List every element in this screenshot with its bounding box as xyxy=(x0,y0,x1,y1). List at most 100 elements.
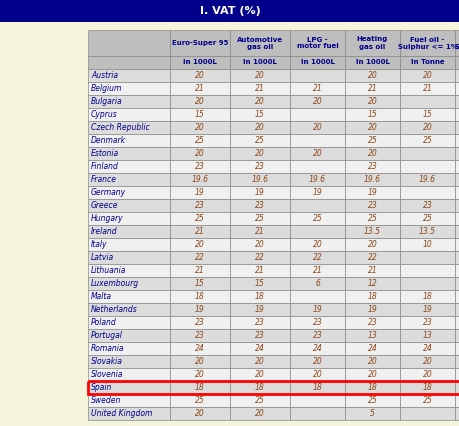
Text: 21: 21 xyxy=(255,84,264,93)
Text: 6: 6 xyxy=(314,279,319,288)
Text: 15: 15 xyxy=(195,110,204,119)
Text: 23: 23 xyxy=(312,331,322,340)
Bar xyxy=(88,290,170,303)
Bar xyxy=(88,407,170,420)
Text: 12: 12 xyxy=(367,279,376,288)
Text: 19: 19 xyxy=(422,305,431,314)
Text: 25: 25 xyxy=(255,214,264,223)
Text: 21: 21 xyxy=(255,266,264,275)
Text: 24: 24 xyxy=(422,344,431,353)
Bar xyxy=(170,342,230,355)
Text: 22: 22 xyxy=(312,253,322,262)
Text: 10: 10 xyxy=(422,240,431,249)
Bar xyxy=(454,56,459,69)
Bar xyxy=(454,394,459,407)
Bar xyxy=(344,173,399,186)
Text: 20: 20 xyxy=(255,409,264,418)
Bar xyxy=(344,303,399,316)
Bar xyxy=(230,108,289,121)
Bar xyxy=(230,303,289,316)
Text: 25: 25 xyxy=(367,214,376,223)
Bar xyxy=(454,381,459,394)
Text: 15: 15 xyxy=(367,110,376,119)
Bar xyxy=(289,303,344,316)
Text: 13: 13 xyxy=(367,331,376,340)
Text: 15: 15 xyxy=(255,279,264,288)
Bar xyxy=(399,121,454,134)
Text: 23: 23 xyxy=(195,201,204,210)
Bar xyxy=(230,238,289,251)
Text: 19: 19 xyxy=(367,305,376,314)
Bar xyxy=(289,134,344,147)
Bar xyxy=(88,277,170,290)
Bar xyxy=(88,160,170,173)
Text: 23: 23 xyxy=(255,318,264,327)
Text: 19.6: 19.6 xyxy=(363,175,380,184)
Text: 20: 20 xyxy=(255,357,264,366)
Bar xyxy=(344,329,399,342)
Text: 19: 19 xyxy=(255,305,264,314)
Bar xyxy=(230,264,289,277)
Bar xyxy=(170,355,230,368)
Bar xyxy=(230,290,289,303)
Bar xyxy=(399,355,454,368)
Bar xyxy=(230,407,289,420)
Text: 19: 19 xyxy=(367,188,376,197)
Text: I. VAT (%): I. VAT (%) xyxy=(199,6,260,16)
Bar xyxy=(289,147,344,160)
Text: 25: 25 xyxy=(195,136,204,145)
Bar xyxy=(170,225,230,238)
Text: 25: 25 xyxy=(422,214,431,223)
Text: Hungary: Hungary xyxy=(91,214,123,223)
Bar xyxy=(454,69,459,82)
Bar xyxy=(289,69,344,82)
Bar xyxy=(289,238,344,251)
Bar xyxy=(344,30,399,56)
Text: 25: 25 xyxy=(195,396,204,405)
Text: 18: 18 xyxy=(422,383,431,392)
Text: In 1000L: In 1000L xyxy=(183,60,217,66)
Bar xyxy=(344,368,399,381)
Text: 19.6: 19.6 xyxy=(251,175,268,184)
Bar xyxy=(289,173,344,186)
Text: 24: 24 xyxy=(195,344,204,353)
Bar xyxy=(88,381,170,394)
Text: 13: 13 xyxy=(422,331,431,340)
Text: 23: 23 xyxy=(255,201,264,210)
Bar xyxy=(289,95,344,108)
Bar xyxy=(344,225,399,238)
Text: Romania: Romania xyxy=(91,344,124,353)
Bar xyxy=(454,212,459,225)
Bar xyxy=(170,329,230,342)
Bar xyxy=(454,303,459,316)
Bar xyxy=(230,186,289,199)
Text: 23: 23 xyxy=(255,162,264,171)
Text: 19: 19 xyxy=(312,188,322,197)
Text: 23: 23 xyxy=(195,162,204,171)
Text: 18: 18 xyxy=(195,292,204,301)
Bar xyxy=(344,160,399,173)
Bar xyxy=(88,199,170,212)
Bar xyxy=(289,394,344,407)
Bar xyxy=(399,329,454,342)
Bar xyxy=(170,199,230,212)
Text: Sweden: Sweden xyxy=(91,396,121,405)
Text: Malta: Malta xyxy=(91,292,112,301)
Text: 20: 20 xyxy=(422,123,431,132)
Text: 21: 21 xyxy=(255,227,264,236)
Text: 18: 18 xyxy=(255,292,264,301)
Bar xyxy=(230,394,289,407)
Bar xyxy=(344,199,399,212)
Text: 20: 20 xyxy=(422,370,431,379)
Text: Fuel oil -
Sulphur > 1%: Fuel oil - Sulphur > 1% xyxy=(454,37,459,49)
Text: Finland: Finland xyxy=(91,162,118,171)
Bar xyxy=(344,56,399,69)
Bar xyxy=(399,225,454,238)
Bar xyxy=(230,251,289,264)
Bar xyxy=(454,108,459,121)
Bar xyxy=(344,316,399,329)
Text: Slovakia: Slovakia xyxy=(91,357,123,366)
Bar xyxy=(454,186,459,199)
Bar xyxy=(170,316,230,329)
Text: Denmark: Denmark xyxy=(91,136,126,145)
